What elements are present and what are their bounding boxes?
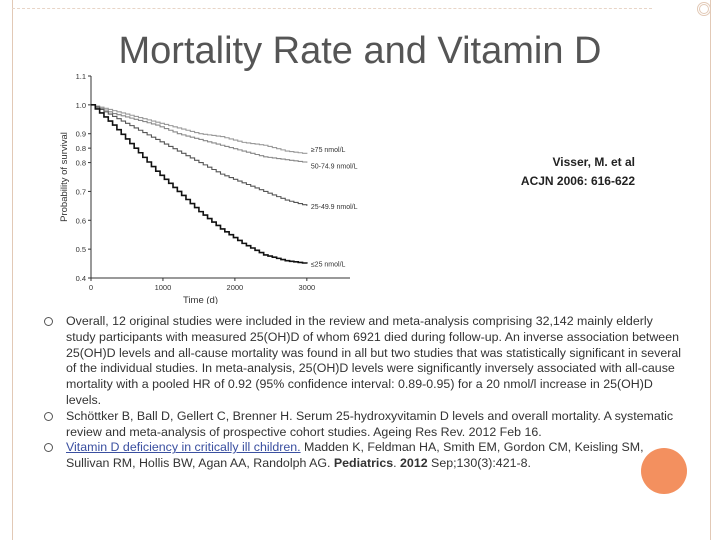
article-link[interactable]: Vitamin D deficiency in critically ill c… — [66, 440, 301, 455]
bullet-item: Schöttker B, Ball D, Gellert C, Brenner … — [44, 409, 684, 441]
series-label: ≥75 nmol/L — [311, 147, 346, 154]
decorative-orange-circle — [641, 448, 687, 494]
x-tick-label: 3000 — [298, 283, 315, 292]
reference-details: Sep;130(3):421-8. — [427, 456, 531, 471]
corner-ornament-inner — [699, 4, 709, 14]
y-tick-label: 0.5 — [76, 245, 86, 254]
x-tick-label: 0 — [89, 283, 93, 292]
series-line — [91, 104, 308, 206]
y-tick-label: 0.8 — [76, 144, 86, 153]
y-tick-label: 0.6 — [76, 216, 86, 225]
x-axis-label: Time (d) — [183, 295, 218, 304]
y-tick-label: 0.4 — [76, 274, 86, 283]
slide-frame-left — [12, 0, 13, 540]
x-tick-label: 2000 — [227, 283, 244, 292]
reference-authors: Madden K, Feldman HA, Smith EM, Gordon C… — [66, 440, 644, 471]
citation-author: Visser, M. et al — [552, 155, 636, 169]
series-line — [91, 104, 308, 163]
reference-year: 2012 — [400, 456, 428, 471]
series-line — [91, 104, 308, 264]
slide-frame-right — [710, 0, 711, 540]
slide-title: Mortality Rate and Vitamin D — [118, 30, 602, 72]
series-label: 25-49.9 nmol/L — [311, 204, 358, 211]
bullet-marker-icon — [44, 443, 53, 453]
y-tick-label: 0.8 — [76, 159, 86, 168]
series-label: ≤25 nmol/L — [311, 262, 346, 269]
bullet-item: Vitamin D deficiency in critically ill c… — [44, 440, 684, 472]
bullet-text: Schöttker B, Ball D, Gellert C, Brenner … — [66, 408, 674, 439]
bullet-marker-icon — [44, 411, 53, 421]
slide-frame-top — [12, 8, 652, 9]
series-label: 50-74.9 nmol/L — [311, 164, 358, 171]
reference-journal: Pediatrics — [333, 456, 394, 471]
y-tick-label: 1.1 — [76, 72, 86, 81]
bullet-list: Overall, 12 original studies were includ… — [44, 314, 684, 472]
y-tick-label: 0.9 — [76, 130, 86, 139]
x-tick-label: 1000 — [155, 283, 172, 292]
bullet-marker-icon — [44, 317, 53, 326]
survival-chart-svg: 0.4 0.5 0.6 0.7 0.8 0.8 0.9 1.0 1.1 0 1000 2000 3000… — [59, 72, 358, 306]
bullet-text: Overall, 12 original studies were includ… — [66, 314, 681, 407]
chart-citation: Visser, M. et al ACJN 2006: 616-622 — [470, 153, 635, 191]
y-tick-label: 1.0 — [76, 101, 86, 110]
y-tick-label: 0.7 — [76, 187, 86, 196]
citation-journal: ACJN 2006: 616-622 — [520, 174, 635, 188]
bullet-item: Overall, 12 original studies were includ… — [44, 314, 684, 409]
survival-chart: 0.4 0.5 0.6 0.7 0.8 0.8 0.9 1.0 1.1 0 1000 2000 3000… — [55, 68, 360, 306]
series-line — [91, 104, 308, 154]
y-axis-label: Probability of survival — [59, 132, 70, 222]
reference-separator: . — [393, 456, 401, 471]
